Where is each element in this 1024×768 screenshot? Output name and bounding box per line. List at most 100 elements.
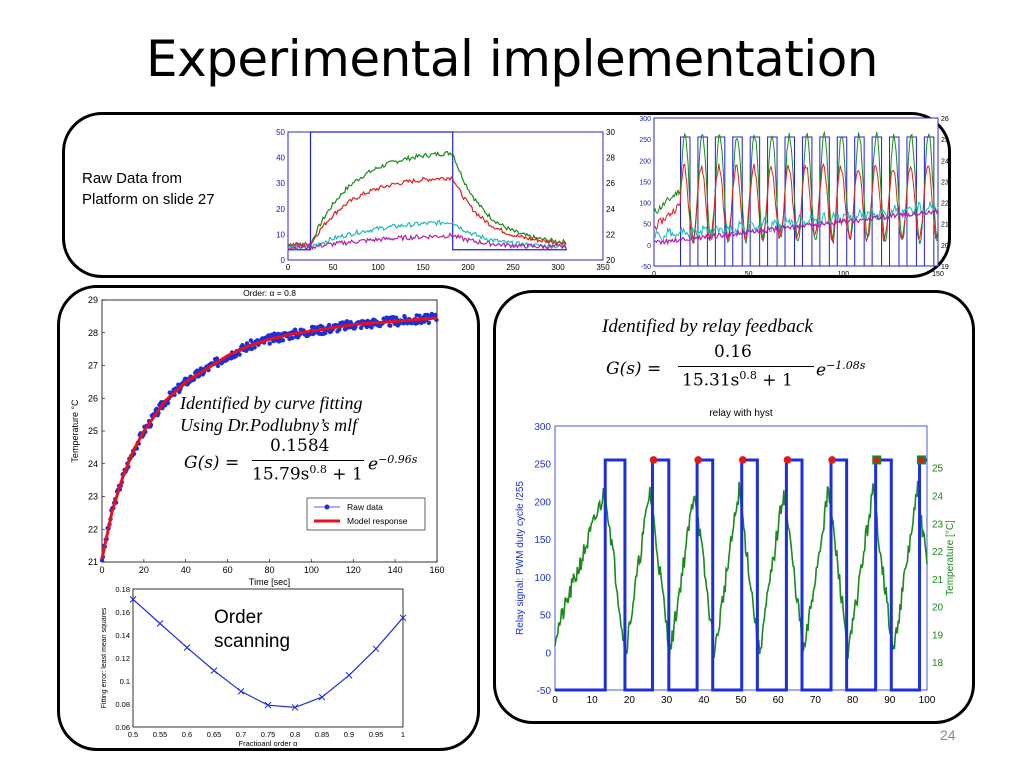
y-right-tick-label: 23 <box>941 179 949 186</box>
series-red <box>653 162 939 244</box>
curve-fit-eq-den: 15.79s0.8 + 1 <box>252 463 363 485</box>
relay-eq-exp: e−1.08s <box>816 359 865 381</box>
switch-marker <box>739 456 747 464</box>
x-tick-label: 100 <box>837 271 849 278</box>
y-right-tick-label: 21 <box>941 222 949 229</box>
y-axis-label: Fitting error: least mean squares <box>101 607 108 708</box>
x-tick-label: 0.75 <box>261 730 276 739</box>
y-tick-label: 24 <box>88 459 98 469</box>
y-right-tick-label: 20 <box>932 603 944 614</box>
x-tick-label: 80 <box>847 695 859 706</box>
data-point <box>183 644 191 652</box>
relay-eq-den: 15.31s0.8 + 1 <box>682 369 793 391</box>
y-right-tick-label: 26 <box>606 179 615 188</box>
switch-marker <box>828 456 836 464</box>
series-relay-signal <box>555 458 927 692</box>
y-left-tick-label: 300 <box>639 116 651 123</box>
switch-marker <box>873 456 880 463</box>
y-left-tick-label: 50 <box>540 611 552 622</box>
data-point <box>388 323 393 328</box>
relay-den: 15.31s <box>682 370 740 391</box>
x-tick-label: 60 <box>773 695 785 706</box>
data-point <box>399 614 407 622</box>
curve-fit-den-tail: + 1 <box>326 464 363 485</box>
curve-fit-line2: Using Dr.Podlubny’s mlf <box>180 415 358 435</box>
y-right-tick-label: 23 <box>932 519 944 530</box>
data-point <box>248 338 254 343</box>
y-left-tick-label: 40 <box>276 154 285 163</box>
data-point <box>99 558 105 563</box>
y-right-tick-label: 22 <box>941 201 949 208</box>
y-right-tick-label: 24 <box>941 158 949 165</box>
relay-eq-lhs: G(s) = <box>606 359 662 379</box>
y-right-tick-label: 22 <box>606 230 615 239</box>
order-scan-chart: 0.5 0.55 0.6 0.65 0.7 0.75 0.8 0.85 0.9 0.95 1 0.06… <box>101 585 407 746</box>
x-tick-label: 0.85 <box>315 730 330 739</box>
y-left-tick-label: 100 <box>534 573 551 584</box>
y-tick-label: 0.1 <box>120 677 130 686</box>
y-left-tick-label: 250 <box>534 460 551 471</box>
curve-fit-chart: Order: α = 0.8 0 20 40 60 80 100 120 140 160 21 22 2… <box>70 288 445 587</box>
x-axis-label: Time [sec] <box>249 577 290 587</box>
y-right-tick-label: 20 <box>606 256 615 265</box>
x-tick-label: 80 <box>264 565 274 575</box>
data-point <box>290 335 295 341</box>
data-point <box>214 356 220 361</box>
x-tick-label: 0.55 <box>153 730 168 739</box>
y-tick-label: 0.08 <box>115 700 130 709</box>
series-relay <box>654 136 938 267</box>
chart-title: relay with hyst <box>709 408 773 419</box>
y-right-tick-label: 28 <box>606 154 615 163</box>
raw-data-chart-2: 0 50 100 150-500501001502002503001920212223… <box>639 116 949 278</box>
y-left-tick-label: 30 <box>276 179 285 188</box>
x-tick-label: 150 <box>416 263 430 272</box>
y-right-tick-label: 19 <box>941 264 949 271</box>
y-tick-label: 21 <box>88 557 98 567</box>
y-right-tick-label: 24 <box>932 491 944 502</box>
data-point <box>433 312 438 318</box>
y-right-axis-label: Temperature [°C] <box>945 520 956 596</box>
y-left-tick-label: 300 <box>534 422 551 433</box>
slide-number: 24 <box>940 727 956 743</box>
data-point <box>237 687 245 695</box>
fraction-bar <box>252 460 364 461</box>
relay-title: Identified by relay feedback <box>602 316 813 337</box>
y-right-tick-label: 19 <box>932 630 944 641</box>
x-tick-label: 90 <box>884 695 896 706</box>
x-axis-label: Fractioanl order α <box>239 739 299 746</box>
y-right-tick-label: 20 <box>941 243 949 250</box>
order-scanning-line2: scanning <box>214 631 291 652</box>
x-tick-label: 100 <box>919 695 936 706</box>
y-left-tick-label: -50 <box>537 686 552 697</box>
x-tick-label: 40 <box>181 565 191 575</box>
y-right-tick-label: 25 <box>941 137 949 144</box>
order-scanning-line1: Order <box>214 607 263 628</box>
y-left-tick-label: 0 <box>647 243 651 250</box>
x-tick-label: 0.9 <box>344 730 354 739</box>
y-left-tick-label: 150 <box>639 179 651 186</box>
switch-marker <box>694 456 703 464</box>
y-tick-label: 28 <box>88 328 98 338</box>
y-right-tick-label: 22 <box>932 547 944 558</box>
x-tick-label: 140 <box>388 565 403 575</box>
chart-title: Order: α = 0.8 <box>243 288 296 298</box>
y-left-tick-label: 150 <box>534 535 551 546</box>
x-tick-label: 0.5 <box>128 730 138 739</box>
y-tick-label: 27 <box>88 361 98 371</box>
series-model-response <box>100 316 438 560</box>
y-left-axis-label: Relay signal: PWM duty cycle /255 <box>515 481 526 635</box>
curve-fit-eq-lhs: G(s) = <box>184 453 240 473</box>
raw-data-label-line2: Platform on slide 27 <box>82 191 215 208</box>
curve-fit-eq-exp: e−0.96s <box>368 453 417 475</box>
data-point <box>210 667 218 675</box>
y-tick-label: 0.12 <box>115 654 130 663</box>
raw-data-label: Raw Data from Platform on slide 27 <box>82 168 215 210</box>
slide-title: Experimental implementation <box>146 30 878 88</box>
y-tick-label: 0.16 <box>115 608 130 617</box>
x-tick-label: 0.8 <box>290 730 300 739</box>
data-point <box>326 322 332 328</box>
y-tick-label: 0.18 <box>115 585 130 594</box>
data-point <box>156 620 164 627</box>
x-tick-label: 160 <box>429 565 444 575</box>
y-left-tick-label: 250 <box>639 137 651 144</box>
